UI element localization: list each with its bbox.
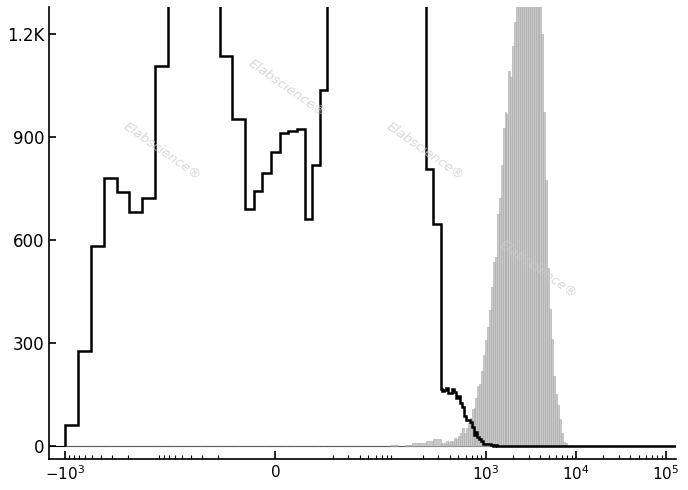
Bar — [546, 180, 547, 446]
Bar — [468, 423, 470, 446]
Bar — [522, 0, 524, 446]
Bar — [473, 408, 475, 446]
Bar — [516, 0, 518, 446]
Bar — [493, 262, 495, 446]
Bar — [440, 444, 442, 446]
Bar — [466, 428, 468, 446]
Bar — [526, 0, 528, 446]
Bar — [470, 418, 471, 446]
Bar — [524, 0, 526, 446]
Bar — [475, 398, 477, 446]
Bar — [506, 114, 508, 446]
Bar — [504, 112, 506, 446]
Bar — [551, 339, 553, 446]
Text: Elabscience®: Elabscience® — [384, 120, 466, 183]
Bar — [433, 439, 440, 446]
Bar — [534, 0, 535, 446]
Bar — [508, 71, 510, 446]
Bar — [559, 419, 561, 446]
Bar — [458, 436, 460, 446]
Bar — [442, 442, 444, 446]
Bar — [483, 355, 485, 446]
Bar — [520, 0, 522, 446]
Bar — [535, 0, 537, 446]
Bar — [530, 0, 532, 446]
Bar — [495, 257, 497, 446]
Bar — [450, 441, 452, 446]
Bar — [528, 0, 530, 446]
Bar — [513, 46, 514, 446]
Bar — [555, 394, 557, 446]
Bar — [462, 428, 464, 446]
Bar — [549, 309, 551, 446]
Bar — [464, 434, 466, 446]
Bar — [412, 443, 419, 446]
Bar — [532, 0, 534, 446]
Bar — [487, 327, 489, 446]
Bar — [419, 443, 427, 446]
Bar — [541, 34, 544, 446]
Bar — [544, 112, 546, 446]
Bar — [482, 371, 483, 446]
Bar — [485, 340, 487, 446]
Bar — [510, 76, 513, 446]
Text: Elabscience®: Elabscience® — [121, 120, 203, 183]
Bar — [497, 214, 499, 446]
Bar — [471, 410, 473, 446]
Bar — [518, 0, 520, 446]
Text: Elabscience®: Elabscience® — [497, 238, 579, 301]
Bar — [501, 165, 503, 446]
Bar — [405, 445, 412, 446]
Bar — [489, 310, 491, 446]
Bar — [444, 442, 447, 446]
Bar — [460, 434, 462, 446]
Bar — [480, 385, 482, 446]
Bar — [456, 439, 458, 446]
Bar — [454, 438, 456, 446]
Bar — [537, 0, 539, 446]
Bar — [557, 405, 559, 446]
Bar — [477, 387, 480, 446]
Bar — [565, 443, 567, 446]
Bar — [499, 198, 501, 446]
Bar — [561, 433, 563, 446]
Bar — [447, 441, 449, 446]
Bar — [539, 0, 541, 446]
Bar — [449, 441, 450, 446]
Text: Elabscience®: Elabscience® — [246, 57, 329, 120]
Bar — [491, 287, 493, 446]
Bar — [427, 441, 433, 446]
Bar — [553, 376, 555, 446]
Bar — [547, 268, 549, 446]
Bar — [514, 22, 516, 446]
Bar — [503, 128, 504, 446]
Bar — [452, 441, 454, 446]
Bar — [563, 441, 565, 446]
